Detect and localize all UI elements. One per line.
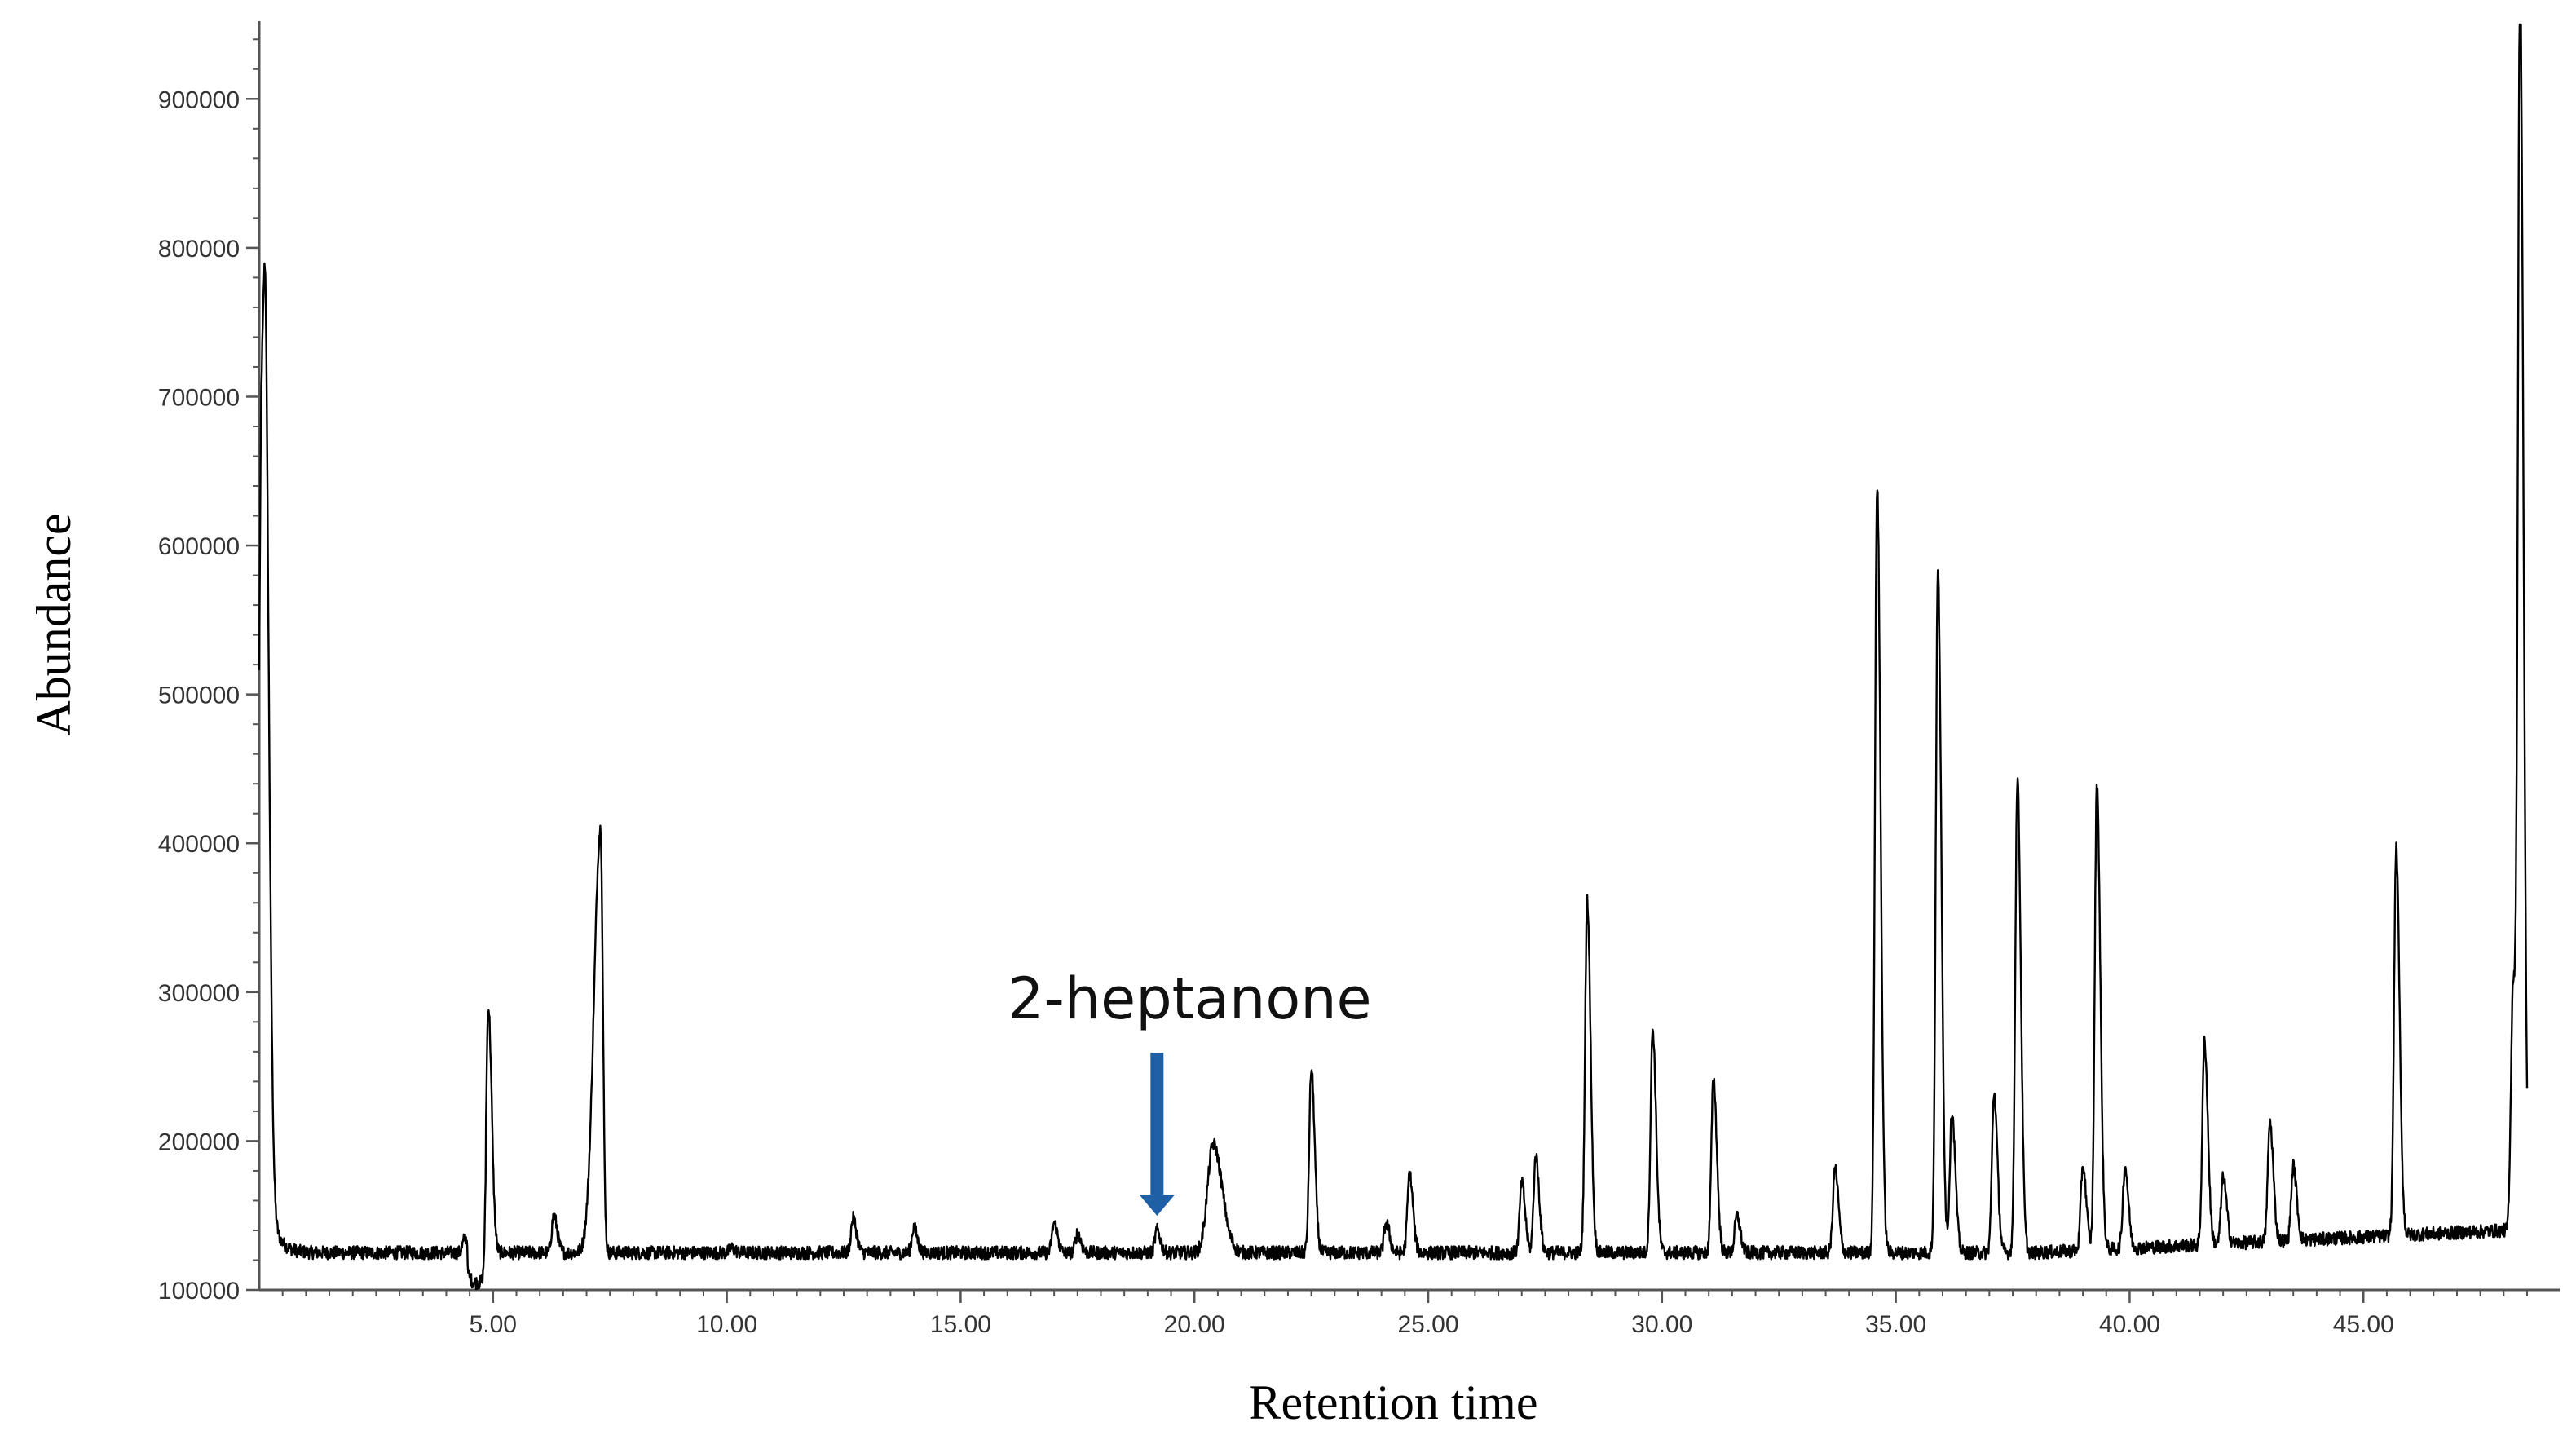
x-tick-label: 10.00: [696, 1311, 757, 1338]
x-axis-title: Retention time: [1249, 1376, 1538, 1429]
x-tick-label: 40.00: [2099, 1311, 2160, 1338]
y-tick-label: 700000: [158, 384, 240, 411]
y-axis-title: Abundance: [27, 513, 81, 735]
y-tick-label: 100000: [158, 1278, 240, 1305]
x-tick-label: 30.00: [1631, 1311, 1692, 1338]
x-tick-label: 35.00: [1865, 1311, 1926, 1338]
y-tick-label: 200000: [158, 1128, 240, 1155]
annotation-group: 2-heptanone: [1008, 965, 1372, 1216]
x-tick-label: 20.00: [1164, 1311, 1225, 1338]
x-axis: 5.00 10.00 15.00 20.00 25.00 30.00 35.00 40.00 4…: [259, 1288, 2560, 1338]
y-tick-label: 600000: [158, 533, 240, 560]
y-axis: 100000 200000 300000 400000 500000 600000 7000…: [158, 21, 261, 1305]
y-tick-label: 500000: [158, 682, 240, 709]
annotation-arrow-head: [1139, 1194, 1176, 1216]
y-tick-label: 800000: [158, 236, 240, 263]
y-tick-label: 900000: [158, 86, 240, 113]
annotation-label: 2-heptanone: [1008, 965, 1372, 1032]
x-tick-label: 15.00: [930, 1311, 991, 1338]
chromatogram-trace: [258, 23, 2529, 1291]
y-tick-label: 300000: [158, 980, 240, 1007]
x-tick-label: 5.00: [470, 1311, 517, 1338]
x-tick-label: 45.00: [2333, 1311, 2394, 1338]
y-tick-label: 400000: [158, 831, 240, 858]
x-tick-label: 25.00: [1397, 1311, 1458, 1338]
